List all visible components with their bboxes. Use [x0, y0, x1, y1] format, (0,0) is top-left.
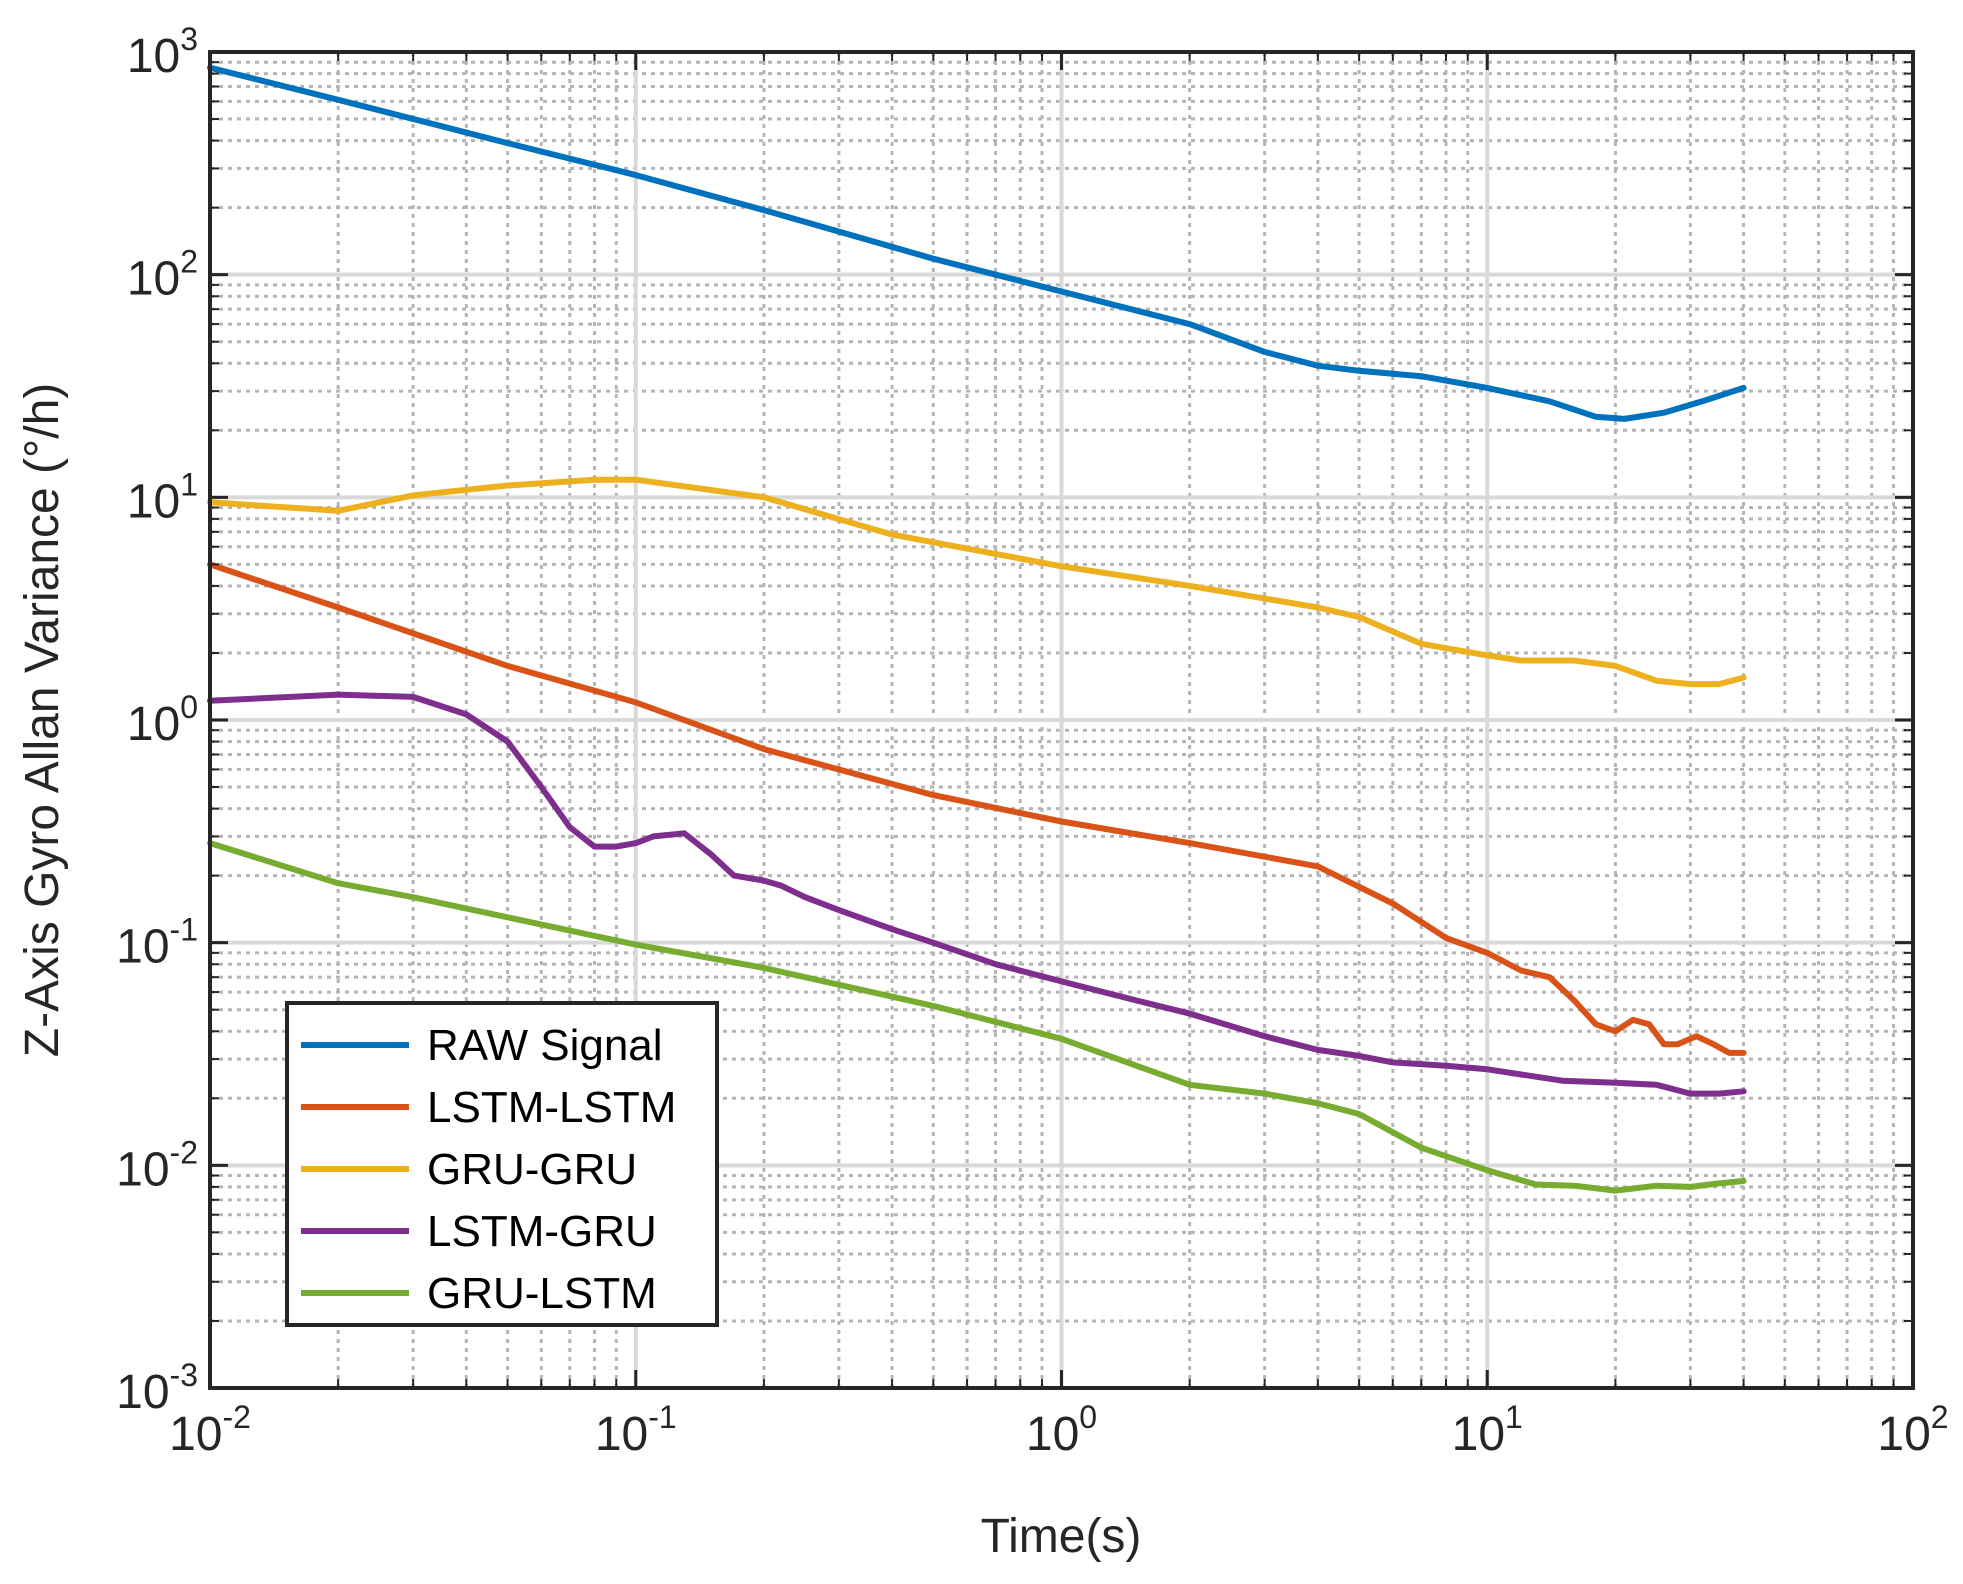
x-tick-base: 10	[1452, 1408, 1505, 1461]
y-axis-title: Z-Axis Gyro Allan Variance (°/h)	[16, 383, 69, 1058]
legend-box	[285, 1001, 719, 1327]
y-tick-base: 10	[116, 1143, 169, 1196]
x-tick-base: 10	[1026, 1408, 1079, 1461]
y-tick-label: 103	[127, 21, 198, 83]
series-layer	[207, 64, 1747, 1194]
legend: RAW Signal LSTM-LSTM GRU-GRU LSTM-GRU GRU-LS…	[285, 1001, 719, 1327]
y-tick-exponent: 1	[180, 466, 198, 502]
y-tick-base: 10	[116, 921, 169, 974]
y-tick-label: 10-2	[116, 1134, 198, 1196]
legend-label: LSTM-LSTM	[427, 1083, 676, 1132]
x-tick-exponent: -2	[222, 1399, 250, 1435]
x-tick-exponent: -1	[648, 1399, 676, 1435]
y-tick-label: 101	[127, 466, 198, 528]
x-axis-title: Time(s)	[981, 1510, 1142, 1563]
y-tick-label: 100	[127, 689, 198, 751]
x-tick-exponent: 0	[1079, 1399, 1097, 1435]
x-tick-labels: 10-2 10-1 100 101 102	[169, 1399, 1949, 1461]
legend-label: GRU-LSTM	[427, 1269, 657, 1318]
x-tick-exponent: 1	[1505, 1399, 1523, 1435]
legend-label: GRU-GRU	[427, 1145, 637, 1194]
x-tick-label: 100	[1026, 1399, 1097, 1461]
y-tick-exponent: -3	[170, 1357, 198, 1393]
y-tick-base: 10	[116, 1366, 169, 1419]
legend-label: RAW Signal	[427, 1021, 663, 1070]
x-tick-label: 10-1	[595, 1399, 677, 1461]
y-tick-base: 10	[127, 475, 180, 528]
y-tick-exponent: -1	[170, 912, 198, 948]
x-tick-label: 101	[1452, 1399, 1523, 1461]
y-tick-exponent: 3	[180, 21, 198, 57]
y-tick-base: 10	[127, 698, 180, 751]
legend-label: LSTM-GRU	[427, 1207, 657, 1256]
series-line-1	[207, 561, 1747, 1056]
series-line-2	[207, 476, 1747, 688]
y-tick-exponent: 0	[180, 689, 198, 725]
x-tick-base: 10	[595, 1408, 648, 1461]
y-tick-label: 10-3	[116, 1357, 198, 1419]
x-tick-base: 10	[1877, 1408, 1930, 1461]
y-tick-label: 102	[127, 244, 198, 306]
y-tick-base: 10	[127, 253, 180, 306]
y-tick-label: 10-1	[116, 912, 198, 974]
x-tick-label: 10-2	[169, 1399, 251, 1461]
y-tick-exponent: 2	[180, 244, 198, 280]
tick-marks	[208, 50, 1915, 1390]
series-line-4	[207, 840, 1747, 1194]
series-line-0	[207, 64, 1747, 422]
y-tick-base: 10	[127, 30, 180, 83]
x-tick-exponent: 2	[1931, 1399, 1949, 1435]
series-line-3	[207, 691, 1747, 1097]
x-tick-label: 102	[1877, 1399, 1948, 1461]
y-tick-exponent: -2	[170, 1134, 198, 1170]
x-tick-base: 10	[169, 1408, 222, 1461]
